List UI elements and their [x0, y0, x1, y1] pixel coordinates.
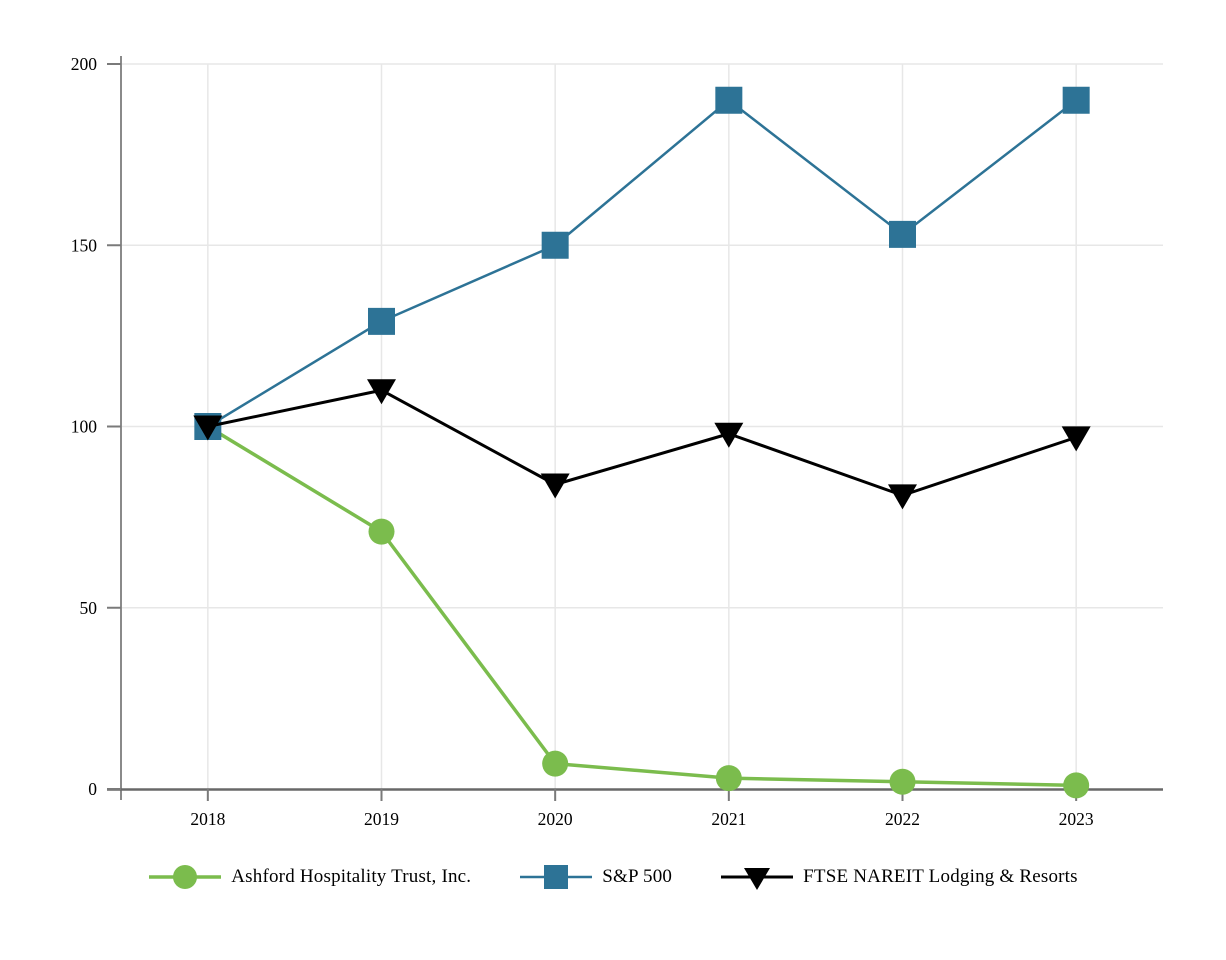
data-point-marker [1062, 86, 1090, 114]
legend-swatch-shape [173, 865, 198, 889]
x-tick-label: 2022 [885, 809, 920, 829]
data-point-marker [540, 473, 570, 499]
data-point-marker [889, 768, 916, 795]
chart-legend: Ashford Hospitality Trust, Inc. S&P 500 … [0, 856, 1226, 898]
series-line [207, 99, 1077, 428]
x-tick-label: 2023 [1059, 809, 1094, 829]
data-point-marker [889, 220, 916, 248]
x-tick-label: 2020 [538, 809, 573, 829]
legend-label-sp500: S&P 500 [602, 866, 673, 887]
square-marker-icon [520, 865, 593, 889]
data-point-marker [715, 765, 742, 792]
data-point-marker [542, 750, 569, 777]
data-point-marker [368, 518, 395, 545]
data-point-marker [888, 484, 917, 510]
x-tick-label: 2018 [190, 809, 225, 829]
legend-item-ashford: Ashford Hospitality Trust, Inc. [148, 860, 471, 894]
data-point-marker [193, 415, 223, 441]
legend-label-ftse-nareit: FTSE NAREIT Lodging & Resorts [803, 866, 1078, 887]
y-tick-label: 150 [71, 235, 98, 255]
series-line [207, 388, 1077, 497]
y-tick-label: 0 [88, 779, 97, 799]
y-tick-label: 100 [71, 417, 98, 437]
data-point-marker [1061, 426, 1091, 452]
y-tick-label: 50 [80, 598, 98, 618]
data-point-marker [715, 86, 743, 114]
data-point-marker [541, 231, 569, 259]
legend-item-sp500: S&P 500 [519, 860, 672, 894]
data-point-marker [367, 379, 396, 405]
data-point-marker [1063, 772, 1090, 799]
legend-label-ashford: Ashford Hospitality Trust, Inc. [231, 866, 472, 887]
legend-swatch-shape [744, 868, 771, 890]
triangle-marker-icon [721, 868, 794, 890]
data-point-marker [368, 307, 395, 335]
y-tick-label: 200 [71, 54, 98, 74]
series-line [206, 425, 1077, 788]
x-tick-label: 2019 [364, 809, 399, 829]
circle-marker-icon [149, 865, 222, 889]
legend-item-ftse-nareit: FTSE NAREIT Lodging & Resorts [720, 860, 1078, 894]
legend-swatch-shape [544, 865, 569, 889]
x-tick-label: 2021 [711, 809, 746, 829]
data-point-marker [714, 422, 744, 448]
